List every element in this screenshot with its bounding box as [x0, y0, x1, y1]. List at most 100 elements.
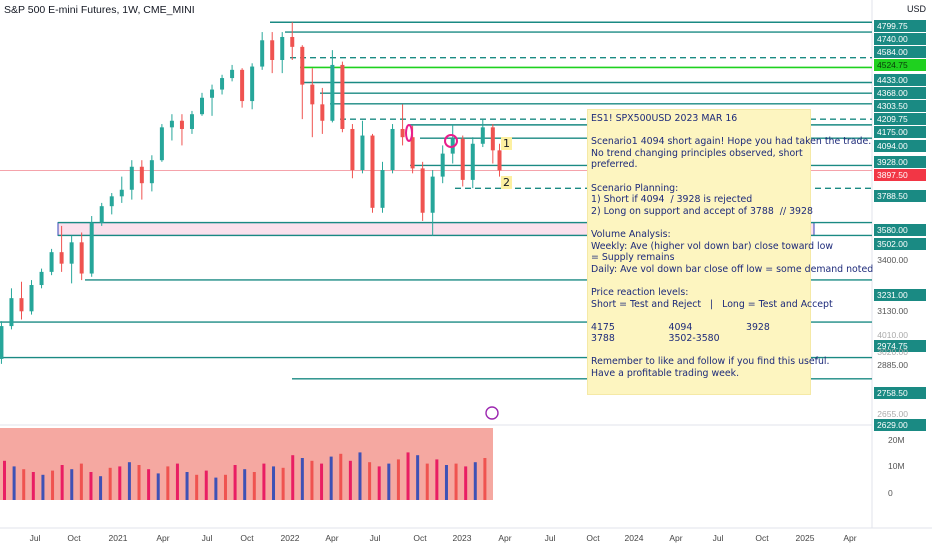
note-line: 3788 3502-3580 [591, 333, 720, 345]
volume-bar [195, 474, 199, 500]
events-icon[interactable] [485, 406, 499, 420]
time-axis-label: Oct [413, 533, 427, 543]
candle-body [99, 206, 104, 223]
volume-bar [300, 458, 304, 500]
note-line [591, 217, 807, 229]
volume-bar [348, 460, 352, 500]
marker-circle [444, 134, 458, 148]
candle-body [59, 252, 64, 264]
volume-bar [387, 463, 391, 500]
volume-bar [51, 470, 55, 500]
volume-bar [3, 460, 6, 500]
volume-bar [79, 463, 83, 500]
price-tag: 3897.50 [874, 169, 926, 181]
volume-bar [233, 465, 237, 500]
volume-bar [425, 463, 429, 500]
volume-bar [416, 455, 420, 500]
volume-bar [406, 452, 410, 500]
note-line [591, 125, 807, 137]
candle-body [380, 170, 385, 208]
note-line: Price reaction levels: [591, 286, 689, 298]
time-axis-label: Apr [325, 533, 338, 543]
price-axis-tick: 3400.00 [877, 255, 908, 265]
currency-label: USD [906, 4, 926, 14]
price-tag: 4303.50 [874, 100, 926, 112]
note-line: Volume Analysis: [591, 228, 671, 240]
note-line: Scenario1 4094 short again! Hope you had… [591, 136, 872, 148]
price-tag: 3502.00 [874, 238, 926, 250]
volume-bar [252, 472, 256, 500]
price-tag: 3231.00 [874, 289, 926, 301]
volume-bar [204, 470, 208, 500]
candle-body [480, 127, 485, 144]
time-axis-label: 2024 [625, 533, 644, 543]
volume-bar [41, 474, 45, 500]
candle-body [340, 64, 345, 129]
candle-body [189, 114, 194, 129]
candle-body [360, 135, 365, 171]
volume-bar [444, 465, 448, 500]
note-line: = Supply remains [591, 252, 675, 264]
volume-bar [99, 476, 103, 500]
candle-body [230, 69, 235, 79]
note-line: Scenario Planning: [591, 182, 679, 194]
volume-bar [454, 463, 458, 500]
volume-axis-label: 0 [888, 488, 893, 498]
time-axis-label: 2025 [796, 533, 815, 543]
note-line: Short = Test and Reject | Long = Test an… [591, 298, 833, 310]
candle-body [290, 36, 295, 47]
candle-body [320, 104, 325, 121]
scenario-flag-2: 2 [501, 176, 512, 189]
candle-body [400, 128, 405, 138]
volume-bar [243, 469, 247, 500]
candle-body [0, 326, 4, 359]
candle-body [350, 128, 355, 171]
time-axis-label: 2021 [109, 533, 128, 543]
price-tag: 2758.50 [874, 387, 926, 399]
candle-body [39, 271, 44, 286]
volume-bar [214, 477, 218, 500]
note-line: preferred. [591, 159, 638, 171]
time-axis-label: Jul [30, 533, 41, 543]
volume-bar [483, 458, 487, 500]
price-tag: 3580.00 [874, 224, 926, 236]
analysis-note[interactable]: ES1! SPX500USD 2023 MAR 16 Scenario1 4094… [587, 109, 873, 395]
time-axis-label: Oct [240, 533, 254, 543]
price-tag: 4209.75 [874, 113, 926, 125]
volume-bar [166, 466, 170, 500]
candle-body [240, 69, 245, 102]
candle-body [139, 166, 144, 184]
candle-body [250, 66, 255, 102]
note-line: 2) Long on support and accept of 3788 //… [591, 205, 813, 217]
candle-body [149, 160, 154, 184]
candle-body [89, 222, 94, 274]
candle-body [79, 242, 84, 274]
candle-body [169, 120, 174, 128]
volume-bar [464, 466, 468, 500]
time-axis-label: 2023 [453, 533, 472, 543]
time-axis-label: Jul [713, 533, 724, 543]
candle-body [220, 78, 225, 90]
price-axis-tick: 2655.00 [877, 409, 908, 419]
note-line: No trend changing principles observed, s… [591, 147, 803, 159]
volume-bar [156, 473, 160, 500]
note-line: 4175 4094 3928 [591, 321, 770, 333]
price-tag: 4740.00 [874, 33, 926, 45]
volume-bar [435, 459, 439, 500]
note-line: 1) Short if 4094 / 3928 is rejected [591, 194, 753, 206]
candle-body [129, 166, 134, 190]
volume-bar [175, 463, 179, 500]
price-axis-tick: 2885.00 [877, 360, 908, 370]
volume-bar [89, 472, 93, 500]
price-tag: 2974.75 [874, 340, 926, 352]
volume-bar [272, 466, 276, 500]
time-axis-label: Jul [370, 533, 381, 543]
note-line: Have a profitable trading week. [591, 368, 740, 380]
price-tag: 4799.75 [874, 20, 926, 32]
price-tag: 4433.00 [874, 74, 926, 86]
volume-bar [147, 469, 151, 500]
candle-body [440, 153, 445, 177]
time-axis-label: Oct [755, 533, 769, 543]
